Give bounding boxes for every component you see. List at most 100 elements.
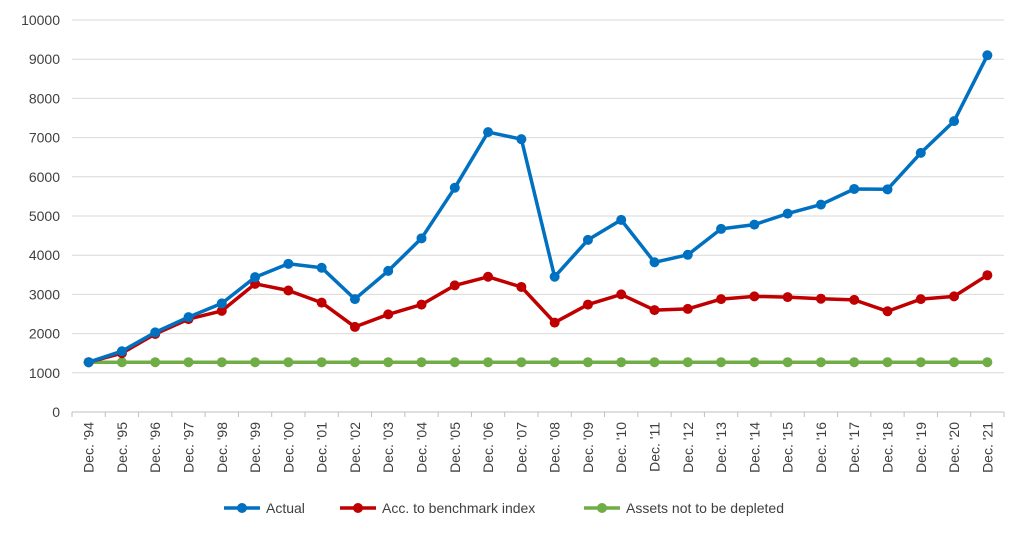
data-point xyxy=(582,234,593,245)
x-tick-label: Dec. '03 xyxy=(380,422,396,473)
gridlines xyxy=(72,19,1004,413)
x-tick-label: Dec. '19 xyxy=(913,422,929,473)
x-tick-label: Dec. '13 xyxy=(713,422,729,473)
x-axis: Dec. '94 Dec. '95 Dec. '96 Dec. '97 Dec. '98… xyxy=(71,411,1005,473)
x-tick-label: Dec. '05 xyxy=(447,422,463,473)
x-tick-label: Dec. '11 xyxy=(647,422,663,472)
x-tick-label: Dec. '97 xyxy=(181,422,197,473)
x-tick-label: Dec. '99 xyxy=(247,422,263,473)
data-point xyxy=(949,116,960,127)
data-point xyxy=(949,291,960,302)
data-point xyxy=(682,303,693,314)
legend-item: Acc. to benchmark index xyxy=(340,500,535,516)
data-point xyxy=(383,265,394,276)
data-point xyxy=(483,127,494,138)
data-point xyxy=(982,357,993,368)
data-point xyxy=(616,357,627,368)
x-tick-label: Dec. '18 xyxy=(880,422,896,473)
data-point xyxy=(150,327,161,338)
x-tick-label: Dec. '00 xyxy=(280,422,296,473)
y-tick-label: 2000 xyxy=(29,326,60,342)
x-tick-label: Dec. '01 xyxy=(314,422,330,473)
data-point xyxy=(316,297,327,308)
data-point xyxy=(815,357,826,368)
data-point xyxy=(549,357,560,368)
data-point xyxy=(183,357,194,368)
data-point xyxy=(782,357,793,368)
legend-item: Assets not to be depleted xyxy=(584,500,784,516)
legend: Actual Acc. to benchmark index Assets not … xyxy=(224,500,784,516)
series-1 xyxy=(83,270,993,368)
x-tick-label: Dec. '17 xyxy=(846,422,862,473)
y-axis: 0 1000 2000 3000 4000 5000 6000 7000 8000 9000 100… xyxy=(21,12,60,420)
data-point xyxy=(349,321,360,332)
data-point xyxy=(383,309,394,320)
data-point xyxy=(250,272,261,283)
y-tick-label: 0 xyxy=(52,404,60,420)
x-tick-label: Dec. '08 xyxy=(547,422,563,473)
data-point xyxy=(582,299,593,310)
data-point xyxy=(283,258,294,269)
y-tick-label: 3000 xyxy=(29,286,60,302)
data-point xyxy=(982,270,993,281)
x-tick-label: Dec. '02 xyxy=(347,422,363,473)
data-point xyxy=(449,280,460,291)
x-tick-label: Dec. '94 xyxy=(81,422,97,473)
x-tick-label: Dec. '09 xyxy=(580,422,596,473)
y-tick-label: 6000 xyxy=(29,169,60,185)
data-point xyxy=(749,219,760,230)
data-point xyxy=(516,134,527,145)
legend-swatch-marker xyxy=(597,503,607,513)
data-point xyxy=(649,357,660,368)
data-point xyxy=(849,183,860,194)
data-point xyxy=(116,346,127,357)
series-line xyxy=(86,273,990,364)
x-tick-label: Dec. '98 xyxy=(214,422,230,473)
data-point xyxy=(349,294,360,305)
data-point xyxy=(283,357,294,368)
x-tick-label: Dec. '95 xyxy=(114,422,130,473)
data-point xyxy=(849,357,860,368)
data-point xyxy=(882,184,893,195)
x-tick-label: Dec. '10 xyxy=(613,422,629,473)
y-tick-label: 9000 xyxy=(29,51,60,67)
y-tick-label: 1000 xyxy=(29,365,60,381)
data-point xyxy=(283,285,294,296)
data-point xyxy=(749,291,760,302)
data-point xyxy=(749,357,760,368)
x-tick-label: Dec. '21 xyxy=(979,422,995,473)
series-2 xyxy=(83,357,993,368)
data-point xyxy=(949,357,960,368)
x-tick-label: Dec. '96 xyxy=(147,422,163,473)
data-point xyxy=(516,357,527,368)
data-point xyxy=(582,357,593,368)
x-tick-label: Dec. '14 xyxy=(746,422,762,473)
x-tick-label: Dec. '12 xyxy=(680,422,696,473)
legend-label: Actual xyxy=(266,500,305,516)
data-point xyxy=(915,147,926,158)
legend-swatch-marker xyxy=(353,503,363,513)
data-point xyxy=(815,199,826,210)
x-tick-label: Dec. '04 xyxy=(414,422,430,473)
data-point xyxy=(649,305,660,316)
data-point xyxy=(982,50,993,61)
legend-swatch-marker xyxy=(237,503,247,513)
data-point xyxy=(349,357,360,368)
x-tick-label: Dec. '06 xyxy=(480,422,496,473)
legend-label: Assets not to be depleted xyxy=(626,500,784,516)
data-point xyxy=(649,257,660,268)
x-tick-label: Dec. '07 xyxy=(513,422,529,473)
data-point xyxy=(316,357,327,368)
data-point xyxy=(150,357,161,368)
data-point xyxy=(416,233,427,244)
data-point xyxy=(416,357,427,368)
data-point xyxy=(316,262,327,273)
data-point xyxy=(483,357,494,368)
y-tick-label: 7000 xyxy=(29,130,60,146)
y-tick-label: 10000 xyxy=(21,12,60,28)
x-tick-label: Dec. '16 xyxy=(813,422,829,473)
data-point xyxy=(815,293,826,304)
data-point xyxy=(549,271,560,282)
data-point xyxy=(449,357,460,368)
